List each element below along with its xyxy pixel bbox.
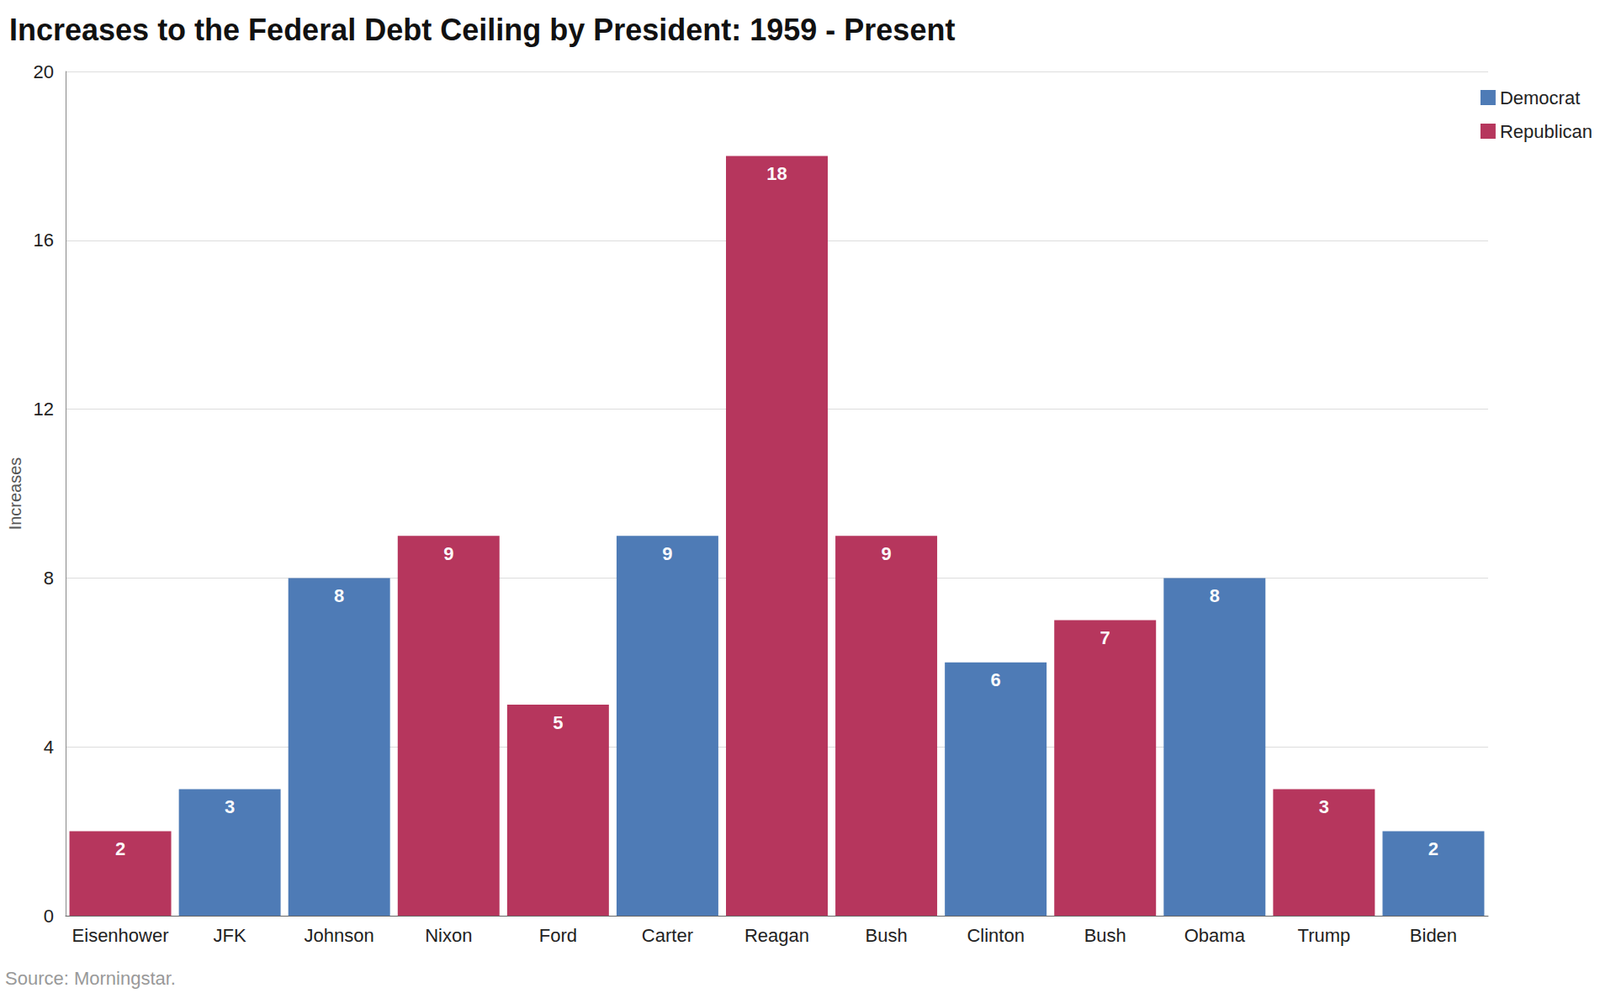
svg-text:Source: Morningstar.: Source: Morningstar. xyxy=(5,968,176,990)
svg-text:0: 0 xyxy=(43,905,54,928)
svg-text:Eisenhower: Eisenhower xyxy=(72,925,170,947)
svg-text:20: 20 xyxy=(33,61,54,83)
svg-text:Democrat: Democrat xyxy=(1499,87,1580,109)
svg-text:Reagan: Reagan xyxy=(744,925,810,947)
svg-text:5: 5 xyxy=(552,712,563,734)
svg-text:Increases to the Federal Debt: Increases to the Federal Debt Ceiling by… xyxy=(9,12,955,48)
svg-text:2: 2 xyxy=(1428,838,1439,860)
svg-text:Trump: Trump xyxy=(1298,925,1351,947)
svg-text:Republican: Republican xyxy=(1499,121,1593,143)
svg-text:Johnson: Johnson xyxy=(304,925,375,947)
svg-text:Increases: Increases xyxy=(5,457,25,531)
svg-text:JFK: JFK xyxy=(213,925,247,947)
svg-text:Carter: Carter xyxy=(641,925,694,947)
svg-text:3: 3 xyxy=(1319,796,1330,818)
svg-text:8: 8 xyxy=(1209,585,1220,607)
svg-text:Clinton: Clinton xyxy=(966,925,1024,947)
svg-text:2: 2 xyxy=(115,838,126,860)
svg-text:Nixon: Nixon xyxy=(424,925,472,947)
svg-text:7: 7 xyxy=(1100,627,1111,649)
svg-text:9: 9 xyxy=(880,543,891,565)
svg-text:Ford: Ford xyxy=(539,925,578,947)
svg-text:9: 9 xyxy=(443,543,454,565)
svg-text:6: 6 xyxy=(990,669,1002,691)
svg-text:3: 3 xyxy=(224,796,235,818)
svg-text:8: 8 xyxy=(333,585,345,607)
svg-text:9: 9 xyxy=(662,543,673,565)
svg-text:16: 16 xyxy=(33,229,54,251)
svg-text:8: 8 xyxy=(43,567,54,589)
svg-text:12: 12 xyxy=(33,398,54,420)
svg-text:Bush: Bush xyxy=(1084,925,1127,947)
svg-text:4: 4 xyxy=(43,736,54,758)
svg-text:Obama: Obama xyxy=(1184,925,1246,947)
svg-text:Bush: Bush xyxy=(864,925,907,947)
svg-text:18: 18 xyxy=(766,163,787,185)
svg-text:Biden: Biden xyxy=(1409,925,1457,947)
